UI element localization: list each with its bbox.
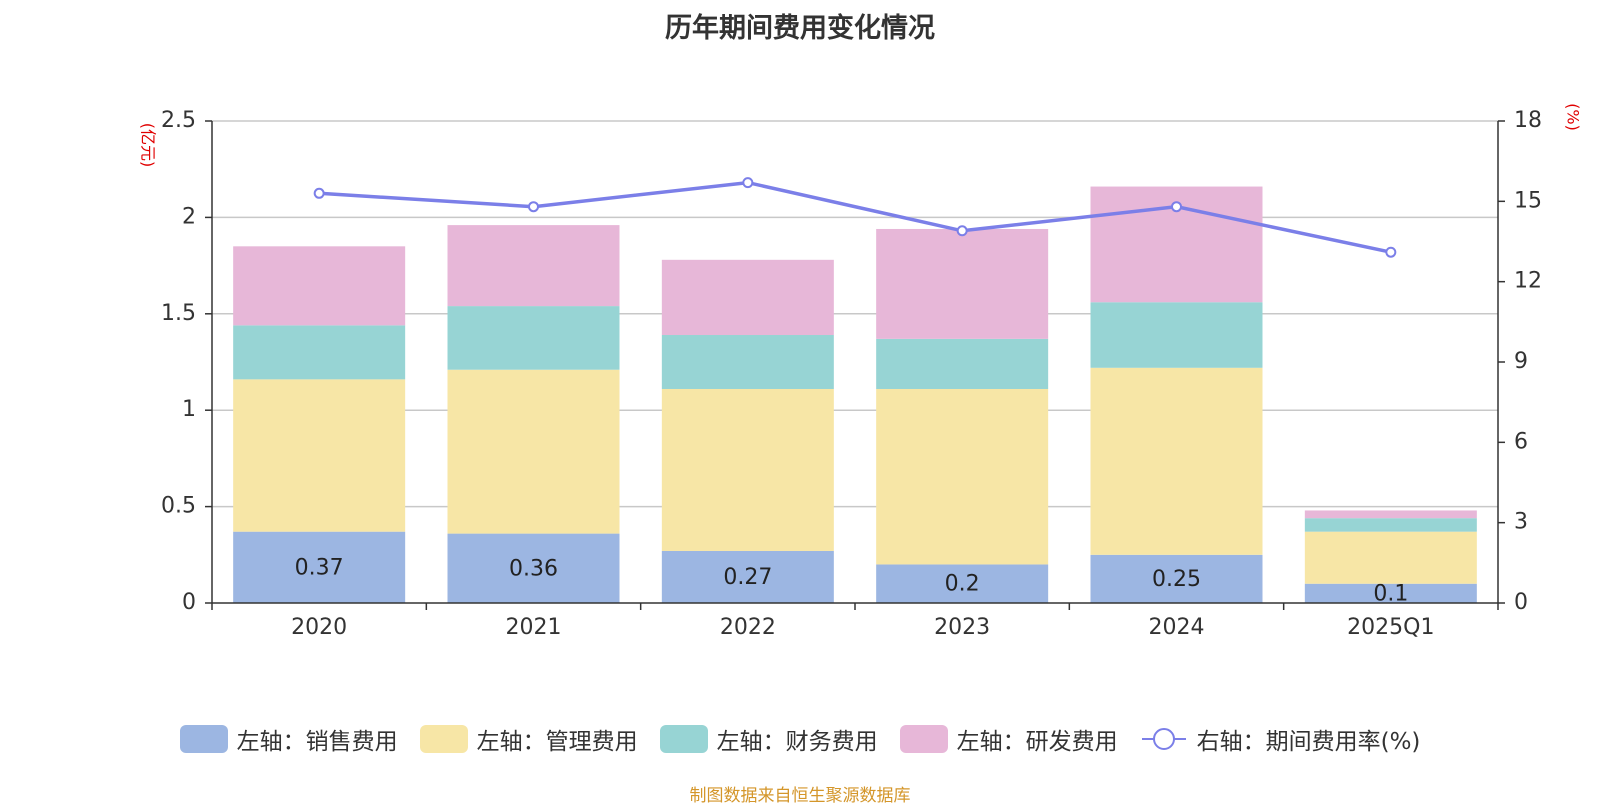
legend-swatch-admin xyxy=(419,725,468,753)
bar-0-2023 xyxy=(876,564,1049,603)
legend-label-finance: 左轴：财务费用 xyxy=(716,729,878,755)
bar-1-2025Q1 xyxy=(1304,531,1477,584)
legend-swatch-rnd xyxy=(899,725,948,753)
bar-2-2021 xyxy=(447,306,620,370)
legend-item-admin[interactable]: 左轴：管理费用 xyxy=(419,722,638,756)
right-axis-unit: (%) xyxy=(1564,103,1583,131)
legend-swatch-finance xyxy=(659,725,708,753)
bar-0-2024 xyxy=(1090,554,1263,603)
bar-value-label-2020: 0.37 xyxy=(295,555,344,580)
bar-value-label-2021: 0.36 xyxy=(509,556,558,581)
legend-label-admin: 左轴：管理费用 xyxy=(476,729,638,755)
bar-0-2022 xyxy=(661,550,834,603)
rate-point-2025Q1 xyxy=(1385,246,1397,258)
x-axis-tick-label-2020: 2020 xyxy=(291,615,347,640)
right-axis-tick-label-3: 9 xyxy=(1514,349,1528,374)
legend-label-sales: 左轴：销售费用 xyxy=(236,729,398,755)
bar-2-2025Q1 xyxy=(1304,518,1477,532)
legend-swatch-sales xyxy=(179,725,228,753)
bar-value-label-2025Q1: 0.1 xyxy=(1373,581,1408,606)
bar-1-2022 xyxy=(661,388,834,551)
left-axis-unit: (亿元) xyxy=(139,123,158,168)
x-axis-tick-label-2021: 2021 xyxy=(506,615,562,640)
right-axis-tick-label-5: 15 xyxy=(1514,188,1542,213)
x-axis-tick-label-2025Q1: 2025Q1 xyxy=(1347,615,1434,640)
right-axis-tick-label-1: 3 xyxy=(1514,510,1528,535)
legend-item-rnd[interactable]: 左轴：研发费用 xyxy=(899,722,1118,756)
bar-value-label-2024: 0.25 xyxy=(1152,567,1201,592)
x-axis-tick-label-2023: 2023 xyxy=(934,615,990,640)
legend-item-rate[interactable]: 右轴：期间费用率(%) xyxy=(1140,722,1421,756)
legend-item-finance[interactable]: 左轴：财务费用 xyxy=(659,722,878,756)
bar-1-2021 xyxy=(447,369,620,534)
bar-2-2022 xyxy=(661,335,834,389)
bar-1-2020 xyxy=(233,379,406,532)
bar-0-2021 xyxy=(447,533,620,603)
bar-3-2023 xyxy=(876,228,1049,339)
left-axis-tick-label-4: 2 xyxy=(182,204,196,229)
left-axis-tick-label-0: 0 xyxy=(182,590,196,615)
rate-point-2024 xyxy=(1171,201,1182,213)
bar-value-label-2023: 0.2 xyxy=(945,572,980,597)
bar-3-2021 xyxy=(447,225,620,307)
bar-3-2025Q1 xyxy=(1304,510,1477,519)
source-note: 制图数据来自恒生聚源数据库 xyxy=(689,786,911,806)
bar-2-2020 xyxy=(233,325,406,380)
legend-label-rnd: 左轴：研发费用 xyxy=(956,729,1118,755)
rate-point-2022 xyxy=(742,177,754,189)
bar-0-2025Q1 xyxy=(1304,583,1477,603)
bar-2-2023 xyxy=(876,338,1049,389)
x-axis-tick-label-2024: 2024 xyxy=(1149,615,1205,640)
bar-2-2024 xyxy=(1090,302,1263,368)
x-axis-tick-label-2022: 2022 xyxy=(720,615,776,640)
left-axis-tick-label-5: 2.5 xyxy=(161,108,196,133)
bar-1-2024 xyxy=(1090,367,1263,555)
right-axis-tick-label-6: 18 xyxy=(1514,108,1542,133)
right-axis-tick-label-2: 6 xyxy=(1514,429,1528,454)
rate-point-2023 xyxy=(956,225,968,237)
legend-line-circle-icon xyxy=(1141,728,1186,750)
bar-1-2023 xyxy=(876,388,1049,565)
bar-0-2020 xyxy=(233,531,406,603)
legend-label-rate: 右轴：期间费用率(%) xyxy=(1196,729,1421,755)
bar-value-label-2022: 0.27 xyxy=(723,565,772,590)
bar-3-2020 xyxy=(233,246,406,326)
chart-plot: 0 0.5 1 1.5 2 2.5 0 3 6 9 12 15 18 0.37 0.36 0.27 0.2 0.2… xyxy=(139,103,1583,640)
rate-point-2021 xyxy=(528,201,539,213)
left-axis-tick-label-3: 1.5 xyxy=(161,301,196,326)
left-axis-tick-label-1: 0.5 xyxy=(161,494,196,519)
left-axis-tick-label-2: 1 xyxy=(182,397,196,422)
right-axis-tick-label-0: 0 xyxy=(1514,590,1528,615)
chart-title: 历年期间费用变化情况 xyxy=(665,13,935,44)
legend-item-sales[interactable]: 左轴：销售费用 xyxy=(179,722,398,756)
rate-line xyxy=(319,180,1392,254)
legend: 左轴：销售费用 左轴：管理费用 左轴：财务费用 左轴：研发费用 右轴：期间费用率… xyxy=(0,722,1600,756)
bar-3-2022 xyxy=(661,259,834,336)
right-axis-tick-label-4: 12 xyxy=(1514,269,1542,294)
rate-point-2020 xyxy=(313,187,325,199)
